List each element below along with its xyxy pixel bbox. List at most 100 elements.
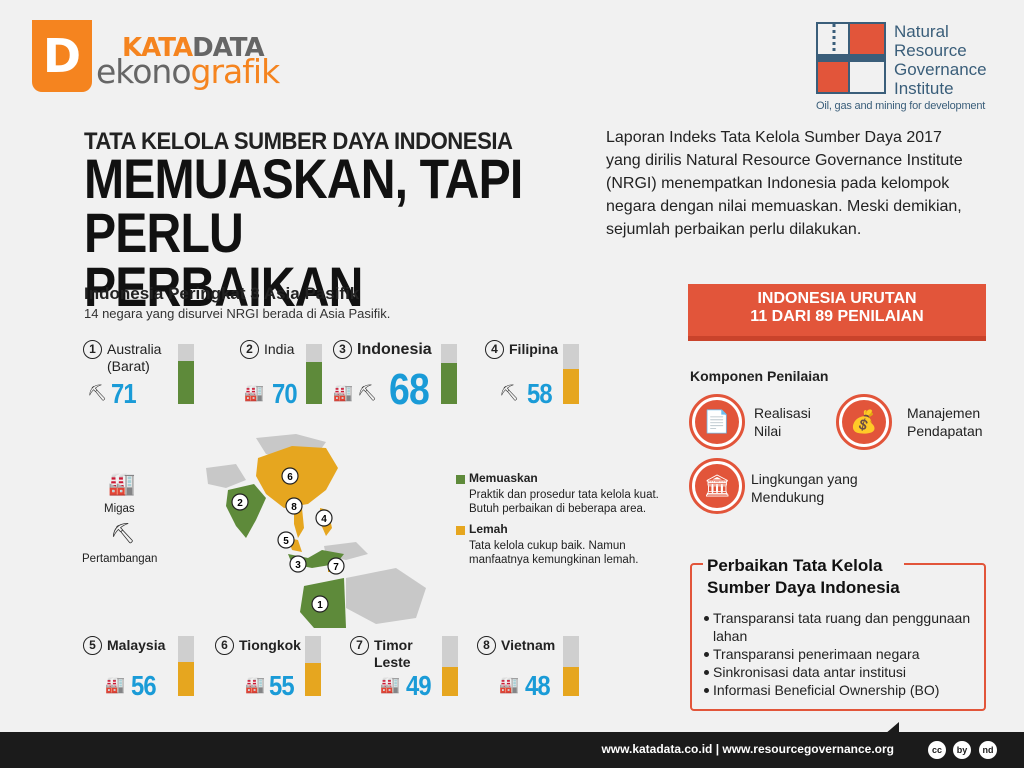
country-score: 55 — [269, 670, 295, 701]
score-bar — [441, 344, 457, 404]
map-marker: 4 — [315, 509, 333, 527]
map-marker-label: 3 — [295, 560, 301, 571]
attribution-icon: by — [953, 741, 971, 759]
country-card-filipina: 4 Filipina ⛏ 58 — [485, 340, 635, 410]
oil-gas-icon: 🏭 — [105, 677, 125, 694]
mining-icon: ⛏ — [499, 385, 520, 402]
map-marker-label: 4 — [321, 514, 327, 525]
score-bar — [563, 636, 579, 696]
country-name: India — [264, 341, 295, 357]
country-card-indonesia: 3 Indonesia 🏭 ⛏ 68 — [333, 340, 483, 414]
ranking-title: Indonesia Peringkat 3 Asia Pasifik — [84, 284, 360, 303]
component-label: Manajemen Pendapatan — [907, 405, 983, 439]
legend-weak-label: Lemah — [469, 522, 508, 536]
country-score: 48 — [525, 670, 551, 701]
map-marker: 6 — [281, 467, 299, 485]
footer-links[interactable]: www.katadata.co.id | www.resourcegoverna… — [601, 742, 894, 756]
legend-satisfactory-desc: Praktik dan prosedur tata kelola kuat. Bu… — [469, 489, 659, 515]
list-item: Informasi Beneficial Ownership (BO) — [704, 681, 984, 699]
legend-satisfactory-swatch — [456, 475, 465, 484]
components-title: Komponen Penilaian — [690, 368, 829, 384]
country-card-malaysia: 5 Malaysia 🏭 56 — [83, 636, 233, 706]
brand-katadata: KATADATA — [122, 33, 265, 63]
legend-weak-desc: Tata kelola cukup baik. Namun manfaatnya … — [469, 540, 639, 566]
list-item: Transparansi penerimaan negara — [704, 645, 984, 663]
mining-legend-icon: ⛏ — [110, 523, 136, 545]
map-marker: 2 — [231, 493, 249, 511]
country-score: 49 — [406, 670, 432, 701]
country-name: Timor Leste — [374, 637, 413, 670]
score-bar — [442, 636, 458, 696]
document-check-icon: 📄 — [689, 394, 745, 450]
asia-pacific-map: 1 2 3 4 5 6 7 8 — [206, 434, 426, 628]
legend-mining: Pertambangan — [82, 553, 158, 565]
kicker-title: TATA KELOLA SUMBER DAYA INDONESIA — [84, 128, 513, 155]
ranking-subtitle: 14 negara yang disurvei NRGI berada di A… — [84, 306, 391, 321]
country-score: 56 — [131, 670, 157, 701]
map-marker: 8 — [285, 497, 303, 515]
country-card-india: 2 India 🏭 70 — [240, 340, 390, 410]
map-marker-label: 5 — [283, 536, 289, 547]
map-marker-label: 2 — [237, 498, 243, 509]
overall-rank-banner: INDONESIA URUTAN 11 DARI 89 PENILAIAN — [688, 284, 986, 336]
country-card-vietnam: 8 Vietnam 🏭 48 — [477, 636, 627, 706]
map-india — [226, 484, 266, 538]
oil-gas-icon: 🏭 — [380, 677, 400, 694]
map-marker-label: 7 — [333, 562, 339, 573]
rank-badge: 2 — [240, 340, 259, 359]
map-marker-label: 8 — [291, 502, 297, 513]
country-score: 71 — [111, 378, 137, 409]
country-name: Tiongkok — [239, 637, 301, 653]
country-name: Malaysia — [107, 637, 166, 653]
improvements-title: Perbaikan Tata Kelola Sumber Daya Indones… — [703, 555, 904, 599]
headline: MEMUASKAN, TAPI PERLU PERBAIKAN — [84, 147, 523, 318]
map-land — [206, 464, 246, 488]
legend-oil-gas: Migas — [104, 503, 135, 515]
map-marker: 3 — [289, 555, 307, 573]
rank-badge: 3 — [333, 340, 352, 359]
map-marker: 1 — [311, 595, 329, 613]
legend-weak-swatch — [456, 526, 465, 535]
list-item: Transparansi tata ruang dan penggunaan l… — [704, 609, 984, 645]
rank-badge: 1 — [83, 340, 102, 359]
country-name: Indonesia — [357, 341, 432, 358]
rank-badge: 8 — [477, 636, 496, 655]
country-score: 58 — [527, 378, 553, 409]
country-name: Filipina — [509, 341, 558, 357]
score-bar — [178, 636, 194, 696]
legend-satisfactory-label: Memuaskan — [469, 471, 538, 485]
country-name: Australia (Barat) — [107, 341, 162, 374]
money-bag-icon: 💰 — [836, 394, 892, 450]
partner-name: Natural Resource Governance Institute — [894, 22, 987, 98]
map-land-new-guinea-aus-east — [346, 568, 426, 624]
mining-icon: ⛏ — [357, 385, 378, 402]
score-bar — [563, 344, 579, 404]
list-item: Sinkronisasi data antar institusi — [704, 663, 984, 681]
map-marker-label: 6 — [287, 472, 293, 483]
country-score: 70 — [272, 378, 298, 409]
footer: www.katadata.co.id | www.resourcegoverna… — [0, 732, 1024, 768]
oil-gas-icon: 🏭 — [245, 677, 265, 694]
rank-badge: 5 — [83, 636, 102, 655]
oil-gas-icon: 🏭 — [244, 385, 264, 402]
score-bar — [178, 344, 194, 404]
oil-gas-legend-icon: 🏭 — [108, 471, 136, 496]
brand-ekonografik: ekonografik — [96, 52, 280, 91]
footer-notch — [885, 722, 899, 734]
intro-text: Laporan Indeks Tata Kelola Sumber Daya 2… — [606, 129, 963, 238]
improvements-list: Transparansi tata ruang dan penggunaan l… — [704, 609, 984, 699]
country-card-tiongkok: 6 Tiongkok 🏭 55 — [215, 636, 365, 706]
country-score: 68 — [389, 365, 430, 414]
score-bar — [305, 636, 321, 696]
component-label: Lingkungan yang Mendukung — [751, 471, 858, 505]
map-marker: 7 — [327, 557, 345, 575]
oil-gas-icon: 🏭 — [333, 385, 353, 402]
nrgi-logo-icon — [816, 22, 886, 94]
rank-badge: 4 — [485, 340, 504, 359]
rank-badge: 6 — [215, 636, 234, 655]
rank-badge: 7 — [350, 636, 369, 655]
katadata-logo: D — [32, 20, 92, 92]
institution-icon: 🏛 — [689, 458, 745, 514]
partner-tagline: Oil, gas and mining for development — [816, 100, 986, 112]
mining-icon: ⛏ — [87, 385, 108, 402]
